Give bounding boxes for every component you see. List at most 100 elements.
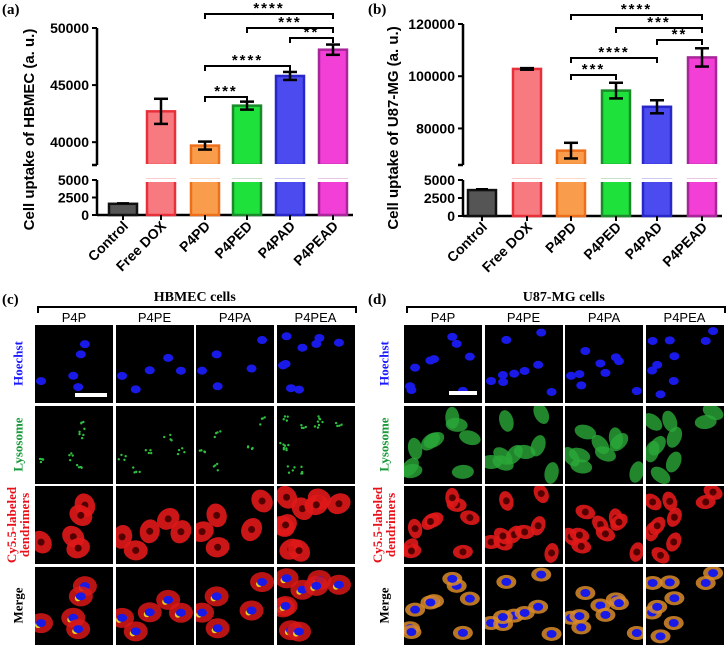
nucleus: [130, 626, 141, 635]
nucleus: [281, 573, 292, 582]
nucleus-shadow: [547, 549, 555, 557]
nucleus: [574, 611, 585, 620]
lysosome-dot: [80, 436, 84, 439]
bar-break: [317, 164, 349, 167]
bar-break: [600, 164, 632, 167]
micrograph-merge-p4p: [35, 566, 113, 645]
micrograph-lysosome-p4pe: [484, 405, 563, 484]
column-header: P4PE: [506, 310, 541, 325]
y-tick-label: 50000: [50, 20, 89, 36]
column-header: P4PA: [587, 310, 621, 325]
title-bracket: [406, 306, 726, 313]
lysosome-cell: [661, 410, 677, 432]
nucleus-shadow: [596, 520, 604, 528]
nucleus: [333, 338, 344, 347]
row-label: Merge: [376, 586, 392, 624]
nucleus-shadow: [633, 548, 641, 556]
significance-label: ***: [278, 14, 302, 31]
lysosome-dot: [198, 448, 202, 452]
lysosome-dot: [75, 463, 79, 466]
lysosome-cell: [451, 464, 474, 479]
nucleus: [707, 327, 718, 336]
lysosome-cell: [498, 409, 514, 432]
lysosome-dot: [281, 442, 285, 446]
y-tick-label: 2500: [58, 190, 89, 206]
nucleus-shadow: [74, 544, 82, 552]
nucleus: [664, 336, 675, 345]
nucleus: [447, 332, 458, 341]
lysosome-dot: [148, 448, 152, 451]
lysosome-dot: [68, 453, 71, 456]
micrograph-merge-p4pe: [115, 566, 194, 645]
nucleus: [500, 335, 511, 344]
nucleus: [197, 366, 208, 375]
nucleus-shadow: [248, 526, 256, 534]
nucleus: [68, 371, 79, 380]
nucleus-shadow: [615, 518, 623, 526]
micrograph-hoechst-p4p: [35, 325, 113, 403]
nucleus: [546, 629, 557, 638]
bar-P4PEAD: [686, 56, 718, 167]
bar-lower-P4PAD: [641, 178, 673, 218]
lysosome-dot: [335, 424, 339, 427]
lysosome-dot: [68, 458, 72, 461]
nucleus: [175, 608, 186, 617]
micrograph-cy5.5-labeled-p4pe: [115, 486, 194, 564]
nucleus: [280, 601, 291, 610]
lysosome-dot: [316, 425, 319, 429]
bar-lower-P4PEAD: [317, 178, 349, 217]
significance-label: ****: [621, 1, 652, 18]
nucleus: [333, 580, 344, 589]
lysosome-dot: [117, 457, 120, 460]
nucleus-shadow: [164, 515, 172, 523]
nucleus-shadow: [198, 528, 206, 536]
y-tick-label: 0: [447, 208, 455, 224]
scale-bar: [449, 391, 477, 395]
nucleus: [668, 593, 679, 602]
nucleus-shadow: [411, 525, 419, 533]
nucleus: [246, 606, 257, 615]
significance-bracket: [656, 39, 703, 45]
bar-break: [555, 179, 587, 182]
bar-lower-P4PED: [600, 178, 632, 218]
nucleus: [668, 352, 679, 361]
bar-break: [600, 179, 632, 182]
lysosome-cell: [629, 460, 643, 483]
lysosome-dot: [317, 423, 320, 426]
nucleus: [651, 602, 662, 611]
lysosome-dot: [39, 460, 43, 463]
lysosome-dot: [182, 450, 186, 453]
y-tick-label: 80000: [416, 120, 455, 136]
lysosome-cell: [570, 458, 593, 474]
lysosome-dot: [215, 462, 219, 465]
lysosome-dot: [80, 421, 83, 425]
lysosome-dot: [263, 415, 266, 419]
nucleus: [700, 336, 711, 345]
nucleus-shadow: [77, 511, 85, 519]
nucleus: [197, 608, 208, 617]
micrograph-background: [276, 405, 355, 484]
row-label: Merge: [10, 586, 25, 624]
nucleus: [595, 600, 606, 609]
nucleus-shadow: [459, 548, 467, 556]
nucleus: [410, 605, 421, 614]
micrograph-background: [35, 325, 113, 403]
nucleus: [574, 370, 585, 379]
bar-lower-P4PD: [189, 178, 221, 217]
lysosome-dot: [316, 414, 320, 418]
lysosome-dot: [285, 418, 288, 422]
lysosome-cell: [543, 461, 559, 484]
y-tick-label: 45000: [50, 77, 89, 93]
significance-bracket: [570, 14, 703, 20]
lysosome-dot: [77, 465, 81, 468]
micrograph-lysosome-p4pea: [276, 405, 355, 484]
nucleus-shadow: [581, 508, 589, 516]
micrograph-merge-p4pea: [276, 566, 355, 645]
lysosome-cell: [594, 445, 616, 462]
lysosome-dot: [286, 464, 289, 468]
scale-bar: [75, 393, 107, 397]
y-tick-label: 5000: [58, 172, 89, 188]
nucleus: [646, 366, 657, 375]
nucleus-shadow: [295, 547, 303, 555]
lysosome-dot: [71, 453, 74, 457]
